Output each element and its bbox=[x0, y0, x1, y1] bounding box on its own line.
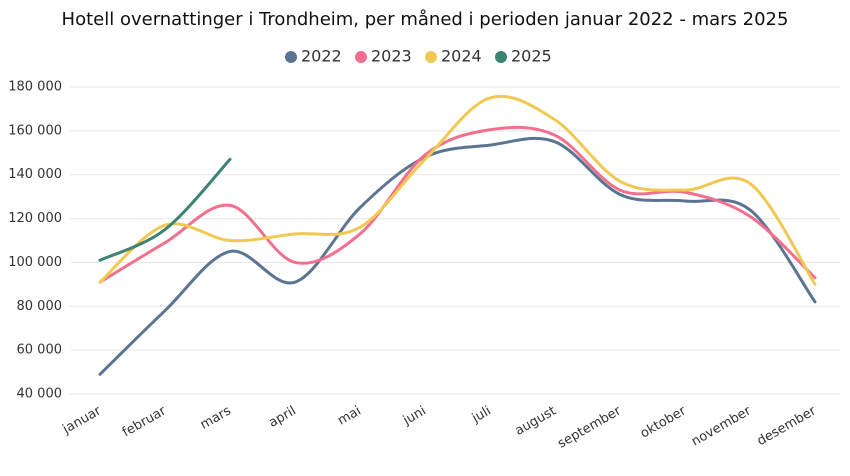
line bbox=[98, 125, 817, 284]
x-tick-label: januar bbox=[60, 403, 105, 438]
legend-label: 2024 bbox=[441, 47, 482, 66]
x-tick-label: august bbox=[513, 404, 559, 439]
legend-marker bbox=[425, 51, 437, 63]
line bbox=[98, 94, 817, 286]
x-tick-label: september bbox=[555, 403, 624, 452]
x-tick-label: november bbox=[689, 403, 754, 449]
legend-marker bbox=[355, 51, 367, 63]
x-tick-label: juni bbox=[400, 404, 429, 429]
x-tick-label: mars bbox=[198, 403, 234, 432]
line bbox=[98, 136, 817, 376]
y-tick-label: 100 000 bbox=[8, 255, 62, 270]
y-tick-label: 140 000 bbox=[8, 167, 62, 182]
legend-label: 2025 bbox=[511, 47, 552, 66]
x-tick-label: oktober bbox=[638, 403, 689, 441]
x-tick-label: juli bbox=[469, 404, 494, 427]
x-tick-label: desember bbox=[755, 403, 820, 449]
legend-label: 2022 bbox=[301, 47, 342, 66]
y-tick-label: 40 000 bbox=[17, 387, 63, 402]
y-tick-label: 80 000 bbox=[17, 299, 63, 314]
y-tick-label: 60 000 bbox=[17, 343, 63, 358]
y-tick-label: 180 000 bbox=[8, 80, 62, 95]
legend-marker bbox=[285, 51, 297, 63]
x-tick-label: april bbox=[266, 404, 298, 431]
line bbox=[98, 157, 232, 262]
y-tick-label: 160 000 bbox=[8, 123, 62, 138]
chart-title: Hotell overnattinger i Trondheim, per må… bbox=[62, 9, 789, 30]
legend-marker bbox=[495, 51, 507, 63]
legend-label: 2023 bbox=[371, 47, 412, 66]
y-tick-label: 120 000 bbox=[8, 211, 62, 226]
x-tick-label: februar bbox=[120, 403, 169, 440]
x-tick-label: mai bbox=[335, 404, 364, 429]
